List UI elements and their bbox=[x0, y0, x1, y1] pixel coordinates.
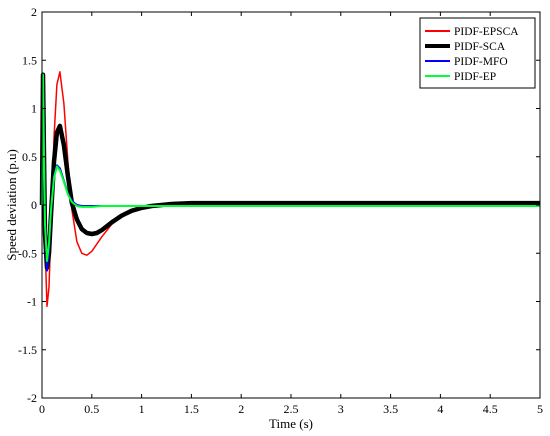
y-tick-label: 1.5 bbox=[22, 53, 37, 67]
x-tick-label: 1 bbox=[139, 402, 145, 416]
x-tick-label: 2.5 bbox=[284, 402, 299, 416]
x-tick-label: 3 bbox=[338, 402, 344, 416]
legend-label: PIDF-EPSCA bbox=[454, 26, 519, 38]
legend: PIDF-EPSCA PIDF-SCA PIDF-MFO PIDF-EP bbox=[419, 17, 536, 89]
y-tick-label: 0.5 bbox=[22, 150, 37, 164]
legend-label: PIDF-MFO bbox=[454, 56, 508, 68]
legend-label: PIDF-SCA bbox=[454, 41, 506, 53]
x-axis-title: Time (s) bbox=[269, 416, 313, 431]
y-tick-label: -0.5 bbox=[18, 246, 37, 260]
y-axis-title: Speed deviation (p.u) bbox=[4, 149, 19, 261]
x-tick-label: 4 bbox=[437, 402, 443, 416]
legend-label: PIDF-EP bbox=[454, 71, 496, 83]
x-tick-label: 0 bbox=[39, 402, 45, 416]
x-tick-label: 0.5 bbox=[84, 402, 99, 416]
plot-area bbox=[39, 71, 540, 308]
y-tick-label: -2 bbox=[27, 391, 37, 405]
y-tick-label: -1.5 bbox=[18, 343, 37, 357]
x-tick-label: 4.5 bbox=[483, 402, 498, 416]
y-tick-label: 1 bbox=[31, 102, 37, 116]
axis-ticks: 0 0.5 1 1.5 2 2.5 3 3.5 4 4.5 5 2 1.5 1 0.5 0 -0.5 -1 -1.5… bbox=[18, 5, 543, 416]
y-tick-label: -1 bbox=[27, 295, 37, 309]
x-tick-label: 3.5 bbox=[383, 402, 398, 416]
plot-frame bbox=[41, 11, 541, 399]
x-tick-label: 5 bbox=[537, 402, 543, 416]
x-tick-label: 2 bbox=[238, 402, 244, 416]
x-tick-label: 1.5 bbox=[184, 402, 199, 416]
series-line-pidf-ep bbox=[41, 73, 540, 262]
y-tick-label: 0 bbox=[31, 198, 37, 212]
y-tick-label: 2 bbox=[31, 5, 37, 19]
